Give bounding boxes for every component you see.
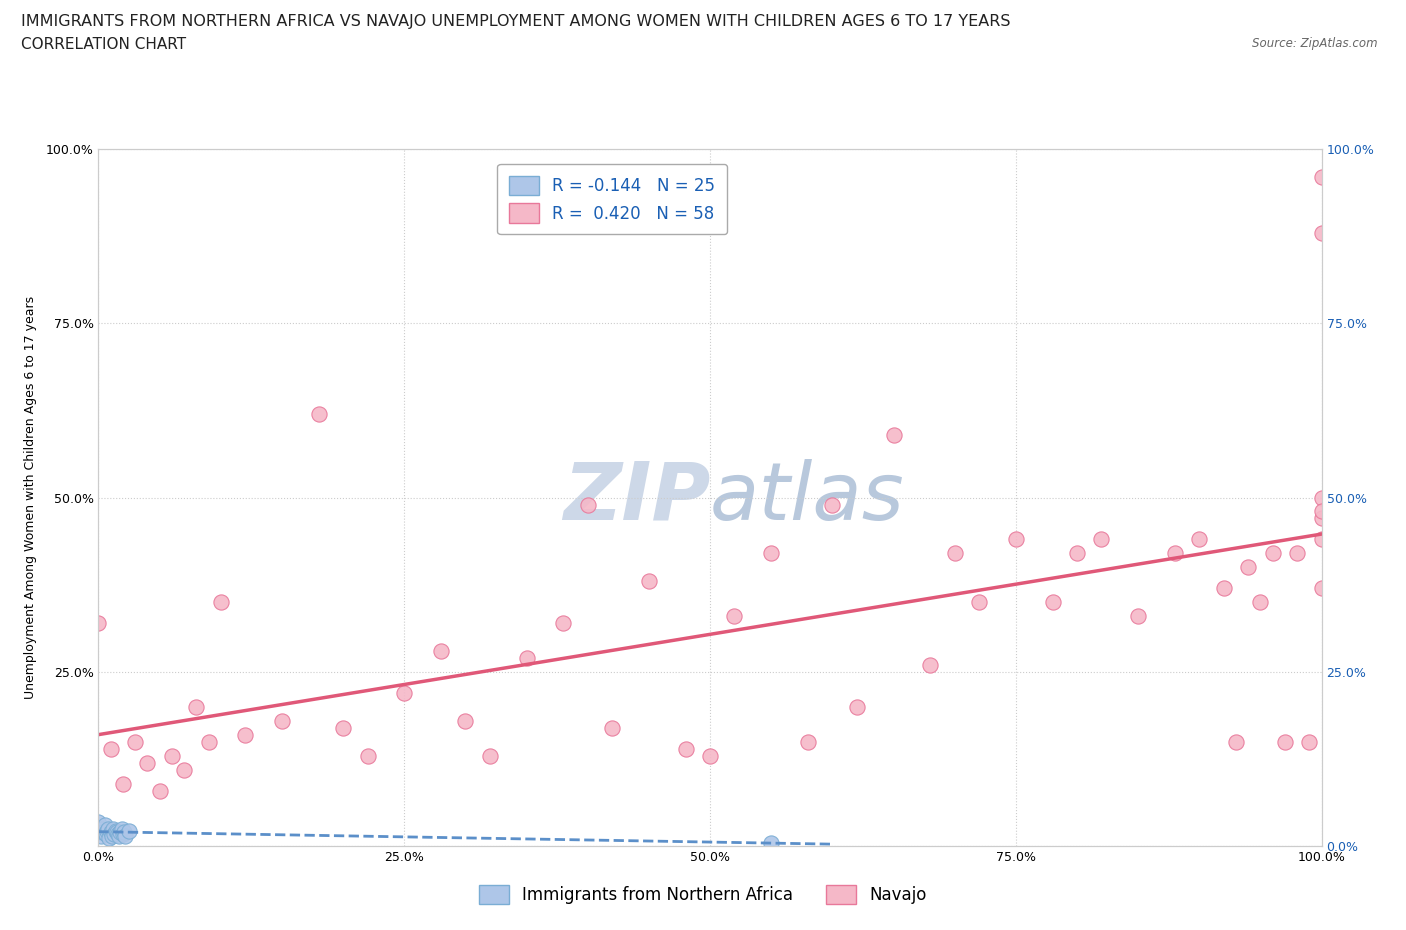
- Point: [1298, 735, 1320, 750]
- Point: [1286, 546, 1309, 561]
- Point: [1274, 735, 1296, 750]
- Point: [430, 644, 453, 658]
- Point: [87, 825, 110, 840]
- Point: [1310, 490, 1333, 505]
- Point: [136, 755, 159, 770]
- Point: [160, 748, 183, 763]
- Point: [1310, 532, 1333, 547]
- Point: [1310, 580, 1333, 596]
- Text: IMMIGRANTS FROM NORTHERN AFRICA VS NAVAJO UNEMPLOYMENT AMONG WOMEN WITH CHILDREN: IMMIGRANTS FROM NORTHERN AFRICA VS NAVAJ…: [21, 14, 1011, 29]
- Point: [97, 821, 120, 836]
- Point: [576, 498, 599, 512]
- Point: [1310, 225, 1333, 240]
- Point: [87, 815, 110, 830]
- Point: [675, 741, 697, 756]
- Point: [600, 721, 623, 736]
- Point: [308, 406, 330, 421]
- Point: [107, 827, 129, 842]
- Point: [108, 829, 131, 844]
- Point: [111, 821, 134, 836]
- Point: [1261, 546, 1284, 561]
- Point: [124, 735, 146, 750]
- Point: [100, 825, 122, 840]
- Point: [91, 821, 114, 836]
- Point: [93, 818, 115, 833]
- Point: [101, 829, 124, 844]
- Point: [101, 821, 124, 836]
- Point: [118, 824, 141, 839]
- Point: [114, 829, 136, 844]
- Point: [270, 713, 294, 728]
- Point: [1042, 595, 1064, 610]
- Point: [112, 825, 135, 840]
- Point: [233, 727, 256, 742]
- Point: [103, 827, 125, 842]
- Point: [1310, 504, 1333, 519]
- Point: [967, 595, 990, 610]
- Point: [98, 830, 121, 845]
- Point: [149, 783, 172, 798]
- Point: [332, 721, 354, 736]
- Point: [821, 498, 844, 512]
- Point: [173, 763, 195, 777]
- Point: [110, 825, 132, 840]
- Point: [100, 741, 122, 756]
- Text: ZIP: ZIP: [562, 458, 710, 537]
- Point: [478, 748, 501, 763]
- Point: [111, 776, 134, 790]
- Point: [515, 651, 537, 666]
- Point: [883, 428, 905, 443]
- Point: [392, 685, 416, 700]
- Point: [104, 824, 127, 839]
- Point: [87, 616, 110, 631]
- Text: CORRELATION CHART: CORRELATION CHART: [21, 37, 186, 52]
- Point: [356, 748, 378, 763]
- Text: Source: ZipAtlas.com: Source: ZipAtlas.com: [1253, 37, 1378, 50]
- Point: [943, 546, 966, 561]
- Point: [209, 595, 232, 610]
- Point: [91, 825, 114, 840]
- Point: [1310, 169, 1333, 184]
- Point: [761, 835, 783, 850]
- Point: [761, 546, 783, 561]
- Point: [1164, 546, 1187, 561]
- Point: [186, 699, 208, 714]
- Point: [920, 658, 942, 672]
- Point: [105, 825, 128, 840]
- Point: [797, 735, 820, 750]
- Text: atlas: atlas: [710, 458, 905, 537]
- Point: [1225, 735, 1247, 750]
- Point: [1090, 532, 1112, 547]
- Point: [96, 824, 118, 839]
- Point: [1249, 595, 1271, 610]
- Legend: Immigrants from Northern Africa, Navajo: Immigrants from Northern Africa, Navajo: [471, 876, 935, 912]
- Point: [1188, 532, 1211, 547]
- Point: [1310, 512, 1333, 526]
- Point: [1004, 532, 1026, 547]
- Point: [723, 609, 745, 624]
- Point: [111, 827, 134, 842]
- Point: [845, 699, 868, 714]
- Point: [553, 616, 575, 631]
- Point: [1237, 560, 1260, 575]
- Point: [90, 829, 112, 844]
- Point: [197, 735, 219, 750]
- Legend: R = -0.144   N = 25, R =  0.420   N = 58: R = -0.144 N = 25, R = 0.420 N = 58: [498, 164, 727, 234]
- Point: [94, 827, 117, 842]
- Point: [638, 574, 661, 589]
- Point: [1212, 580, 1234, 596]
- Point: [1128, 609, 1150, 624]
- Point: [454, 713, 477, 728]
- Point: [699, 748, 721, 763]
- Point: [1066, 546, 1088, 561]
- Y-axis label: Unemployment Among Women with Children Ages 6 to 17 years: Unemployment Among Women with Children A…: [24, 296, 38, 699]
